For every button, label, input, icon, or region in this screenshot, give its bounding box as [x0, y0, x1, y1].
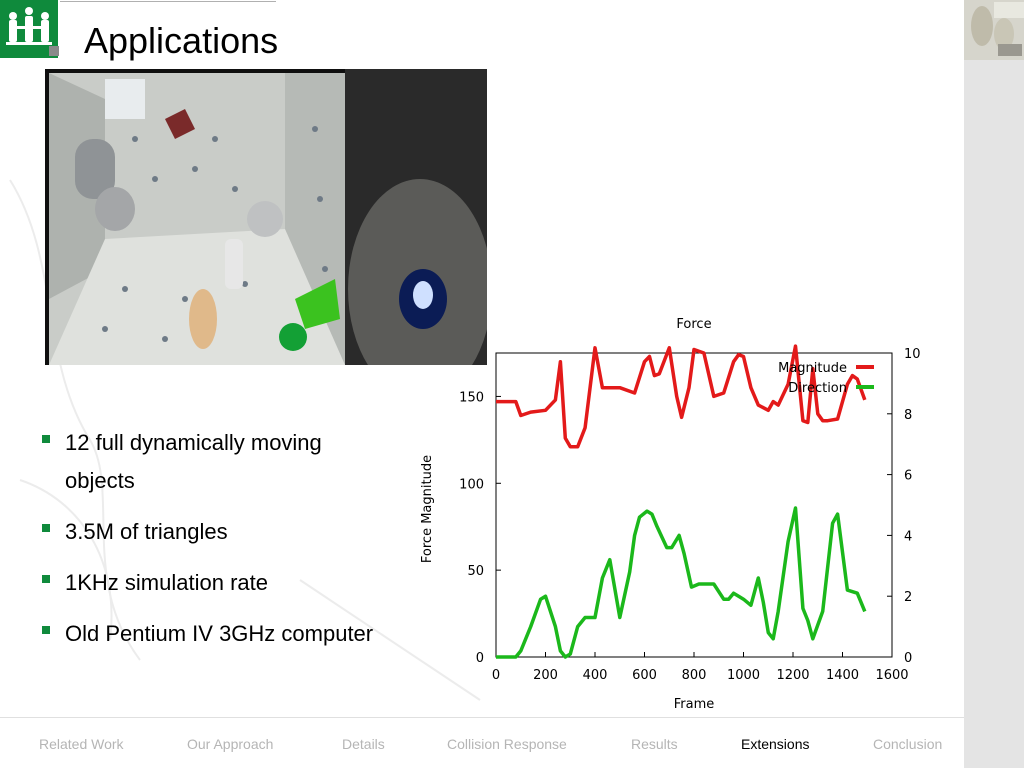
bullet-text: 3.5M of triangles [65, 519, 228, 544]
y-tick-label: 150 [459, 390, 484, 405]
bullet-item: Old Pentium IV 3GHz computer [40, 615, 380, 653]
nav-item-extensions[interactable]: Extensions [741, 736, 810, 752]
simulation-screenshot [45, 69, 487, 365]
bullet-text: 1KHz simulation rate [65, 570, 268, 595]
bullet-icon [42, 435, 50, 443]
y2-tick-label: 2 [904, 590, 912, 605]
series-line-direction [496, 506, 867, 659]
y-tick-label: 100 [459, 477, 484, 492]
y2-tick-label: 8 [904, 408, 912, 423]
x-tick-label: 600 [632, 668, 657, 683]
y-axis-label: Force Magnitude [420, 455, 435, 563]
y2-tick-label: 0 [904, 651, 912, 666]
bullet-item: 3.5M of triangles [40, 513, 380, 551]
x-tick-label: 400 [583, 668, 608, 683]
right-sidebar [964, 0, 1024, 768]
bullet-icon [42, 626, 50, 634]
chart-title: Force [676, 317, 711, 332]
x-axis-label: Frame [674, 697, 715, 712]
header-rule [60, 1, 276, 2]
nav-item-collision-response[interactable]: Collision Response [447, 736, 567, 752]
bullet-text: 12 full dynamically moving objects [65, 430, 322, 493]
x-tick-label: 1200 [776, 668, 809, 683]
y-tick-label: 0 [476, 651, 484, 666]
y2-tick-label: 4 [904, 529, 912, 544]
y2-tick-label: 6 [904, 469, 912, 484]
x-tick-label: 1000 [727, 668, 760, 683]
nav-item-conclusion[interactable]: Conclusion [873, 736, 943, 752]
nav-item-details[interactable]: Details [342, 736, 385, 752]
bullet-icon [42, 575, 50, 583]
bullet-item: 1KHz simulation rate [40, 564, 380, 602]
bullet-text: Old Pentium IV 3GHz computer [65, 621, 374, 646]
slide-title: Applications [84, 20, 279, 61]
bullet-list: 12 full dynamically moving objects 3.5M … [40, 424, 380, 666]
title-bullet-icon [49, 46, 59, 56]
x-tick-label: 0 [492, 668, 500, 683]
legend-label-magnitude: Magnitude [778, 361, 847, 376]
series-line-magnitude [496, 344, 867, 449]
legend-label-direction: Direction [788, 381, 847, 396]
nav-item-results[interactable]: Results [631, 736, 678, 752]
x-tick-label: 1400 [826, 668, 859, 683]
x-tick-label: 1600 [875, 668, 908, 683]
nav-item-our-approach[interactable]: Our Approach [187, 736, 274, 752]
thumbnail-image [964, 0, 1024, 60]
y-tick-label: 50 [467, 564, 484, 579]
x-tick-label: 800 [682, 668, 707, 683]
x-tick-label: 200 [533, 668, 558, 683]
bottom-navigation: Related Work Our Approach Details Collis… [0, 717, 964, 769]
bullet-icon [42, 524, 50, 532]
university-logo [0, 0, 58, 58]
y2-tick-label: 10 [904, 347, 921, 362]
bullet-item: 12 full dynamically moving objects [40, 424, 380, 500]
nav-item-related-work[interactable]: Related Work [39, 736, 124, 752]
